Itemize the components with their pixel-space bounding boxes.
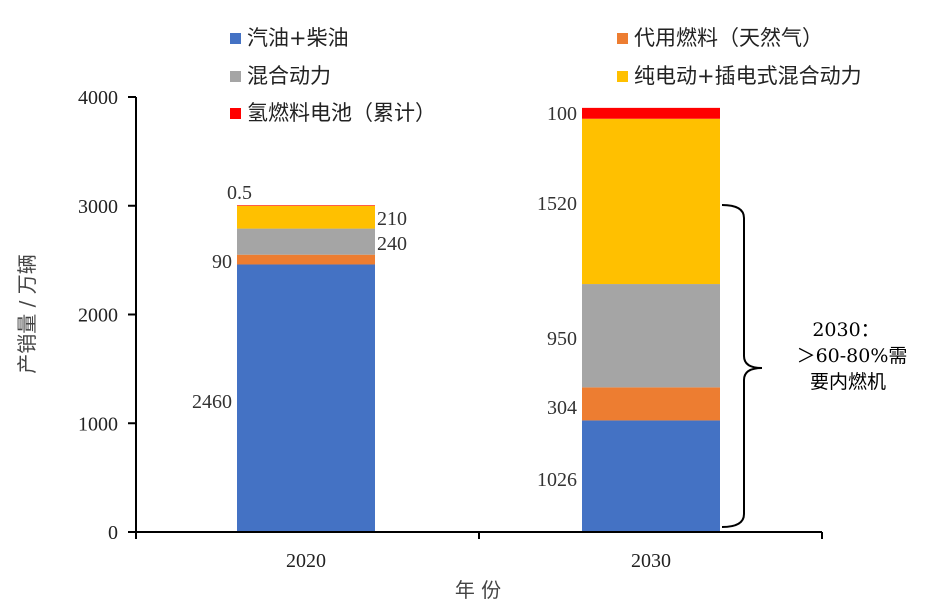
data-labels: 2460 90 240 210 0.5 1026 304 950 1520 100 [192,103,577,491]
bar-segment [237,228,375,255]
legend-swatch [617,33,628,44]
data-label: 2460 [192,391,232,413]
legend-item: 汽油+柴油 [230,26,349,50]
legend-label: 纯电动+插电式混合动力 [634,64,862,88]
y-ticks: 0 1000 2000 3000 4000 [78,87,136,544]
y-tick-label: 1000 [78,413,118,435]
annotation-line-1: 2030： [812,319,879,341]
data-label: 1520 [537,193,577,215]
legend-label: 氢燃料电池（累计） [247,101,436,125]
legend-label: 代用燃料（天然气） [634,26,823,50]
data-label: 950 [547,328,577,350]
legend-swatch [230,108,241,119]
legend-label: 汽油+柴油 [247,26,349,50]
x-tick-label: 2020 [286,550,326,572]
x-tick-label: 2030 [631,550,671,572]
data-label: 210 [377,208,407,230]
data-label: 0.5 [227,182,252,204]
y-tick-label: 0 [108,522,118,544]
y-tick-label: 2000 [78,305,118,327]
bar-segment [237,264,375,532]
bar-segment [582,284,720,388]
data-label: 240 [377,233,407,255]
annotation: 2030： ＞60-80%需 要内燃机 [721,204,908,528]
x-axis-title: 年 份 [455,578,501,602]
legend-swatch [230,71,241,82]
legend-item: 氢燃料电池（累计） [230,101,436,125]
y-axis-title: 产销量 / 万辆 [15,254,39,373]
annotation-line-3: 要内燃机 [810,371,886,393]
bar-segment [582,420,720,532]
data-label: 90 [212,251,232,273]
y-tick-label: 4000 [78,87,118,109]
bar-segment [237,205,375,229]
legend-swatch [617,71,628,82]
bar-segment [582,118,720,285]
legend-item: 纯电动+插电式混合动力 [617,64,862,88]
bars [237,107,720,532]
bar-segment [237,205,375,206]
data-label: 304 [547,397,577,419]
x-ticks: 2020 2030 [135,532,823,572]
legend-item: 混合动力 [230,64,331,88]
brace-shape [721,204,763,528]
bar-segment [237,254,375,265]
y-tick-label: 3000 [78,196,118,218]
legend-swatch [230,33,241,44]
data-label: 100 [547,103,577,125]
legend-label: 混合动力 [247,64,331,88]
bar-segment [582,387,720,421]
data-label: 1026 [537,469,577,491]
annotation-line-2: ＞60-80%需 [797,345,908,367]
legend-item: 代用燃料（天然气） [617,26,823,50]
bar-segment [582,107,720,119]
